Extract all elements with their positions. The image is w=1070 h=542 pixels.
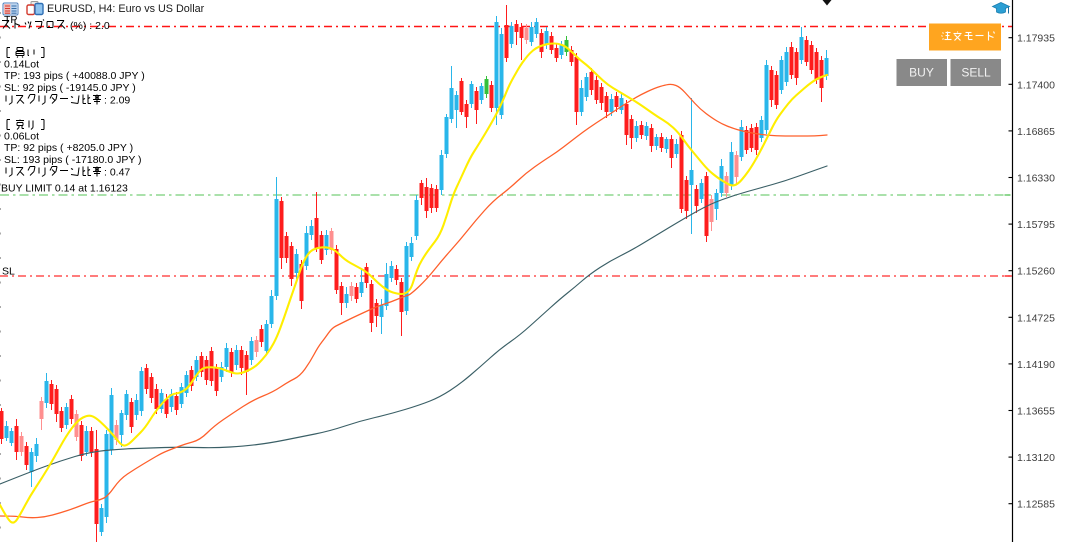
svg-text:BUY: BUY — [909, 66, 934, 80]
svg-text:1.13655: 1.13655 — [1017, 406, 1055, 418]
svg-text:1.16865: 1.16865 — [1017, 126, 1055, 138]
svg-text:: 0.47: : 0.47 — [104, 167, 130, 179]
svg-text:: 2.09: : 2.09 — [104, 95, 130, 107]
svg-text:1.13120: 1.13120 — [1017, 452, 1055, 464]
svg-text:0.14Lot: 0.14Lot — [4, 59, 39, 71]
svg-text:SL: 193 pips ( -17180.0 JPY ): SL: 193 pips ( -17180.0 JPY ) — [4, 154, 142, 166]
svg-text:1.14190: 1.14190 — [1017, 359, 1055, 371]
svg-text:TP: 92 pips ( +8205.0 JPY ): TP: 92 pips ( +8205.0 JPY ) — [4, 142, 133, 154]
svg-text:1.16330: 1.16330 — [1017, 173, 1055, 185]
svg-text:EURUSD, H4: Euro vs US Dollar: EURUSD, H4: Euro vs US Dollar — [47, 3, 205, 15]
svg-text:TP: 193 pips ( +40088.0 JPY ): TP: 193 pips ( +40088.0 JPY ) — [4, 70, 145, 82]
svg-text:0.06Lot: 0.06Lot — [4, 131, 39, 143]
svg-text:1.12585: 1.12585 — [1017, 499, 1055, 511]
svg-text:BUY LIMIT 0.14 at 1.16123: BUY LIMIT 0.14 at 1.16123 — [1, 183, 128, 195]
svg-text:1.14725: 1.14725 — [1017, 312, 1055, 324]
svg-text:SL: SL — [2, 266, 15, 278]
svg-text:1.17935: 1.17935 — [1017, 33, 1055, 45]
svg-text:1.15260: 1.15260 — [1017, 266, 1055, 278]
svg-text:1.15795: 1.15795 — [1017, 219, 1055, 231]
svg-text:1.17400: 1.17400 — [1017, 79, 1055, 91]
svg-text:SELL: SELL — [961, 66, 991, 80]
svg-text:(%) : 2.0: (%) : 2.0 — [70, 20, 110, 32]
svg-text:SL: 92 pips ( -19145.0 JPY ): SL: 92 pips ( -19145.0 JPY ) — [4, 82, 136, 94]
